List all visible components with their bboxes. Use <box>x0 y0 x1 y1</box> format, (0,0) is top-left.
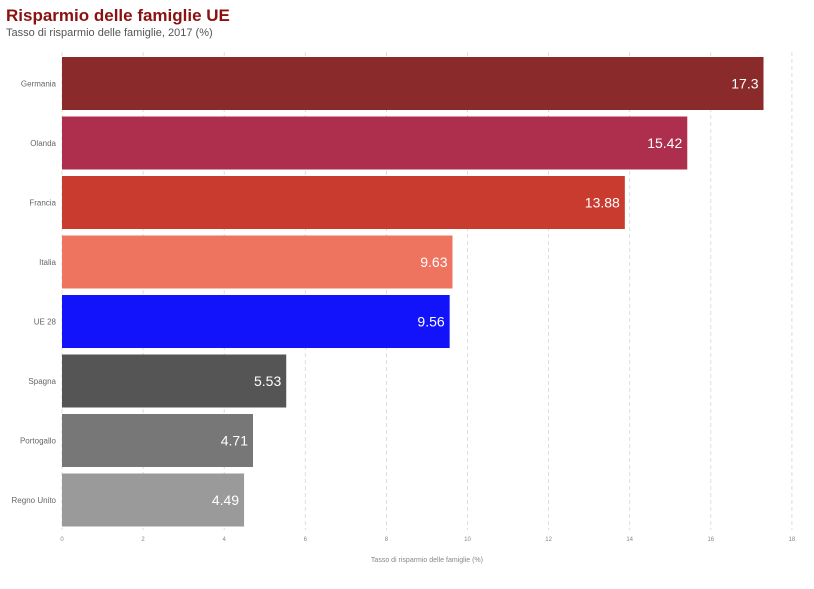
value-label: 13.88 <box>585 195 620 211</box>
x-tick-label: 12 <box>545 537 552 543</box>
category-label: Germania <box>21 80 57 89</box>
bars <box>62 57 764 527</box>
value-label: 5.53 <box>254 373 281 389</box>
category-label: Francia <box>29 199 56 208</box>
value-label: 4.71 <box>221 433 248 449</box>
bar <box>62 354 287 408</box>
category-label: UE 28 <box>34 318 57 327</box>
x-tick-label: 10 <box>464 537 471 543</box>
chart-subtitle: Tasso di risparmio delle famiglie, 2017 … <box>6 27 213 39</box>
value-label: 4.49 <box>212 492 239 508</box>
value-label: 15.42 <box>647 135 682 151</box>
x-tick-label: 18 <box>789 537 796 543</box>
bar <box>62 116 688 170</box>
bar <box>62 414 253 467</box>
value-label: 9.63 <box>420 254 447 270</box>
x-tick-label: 2 <box>141 537 145 543</box>
category-label: Olanda <box>30 139 56 148</box>
labels: 0 2 4 6 8 10 12 14 16 18 Germania 17.3 Olanda 15.42 Fr… <box>12 76 796 544</box>
bar <box>62 295 450 348</box>
bar <box>62 176 625 229</box>
category-label: Regno Unito <box>12 496 57 505</box>
value-label: 9.56 <box>417 314 444 330</box>
x-tick-label: 6 <box>304 537 308 543</box>
category-label: Spagna <box>28 377 56 386</box>
x-tick-label: 16 <box>707 537 714 543</box>
chart-title: Risparmio delle famiglie UE <box>6 6 230 25</box>
x-tick-label: 0 <box>60 537 64 543</box>
bar <box>62 235 453 289</box>
x-tick-label: 8 <box>385 537 389 543</box>
x-tick-label: 4 <box>223 537 227 543</box>
value-label: 17.3 <box>731 76 758 92</box>
category-label: Portogallo <box>20 437 57 446</box>
bar <box>62 57 764 110</box>
bar <box>62 473 245 527</box>
category-label: Italia <box>39 258 56 267</box>
x-tick-label: 14 <box>626 537 633 543</box>
x-axis-title: Tasso di risparmio delle famiglie (%) <box>371 557 483 564</box>
